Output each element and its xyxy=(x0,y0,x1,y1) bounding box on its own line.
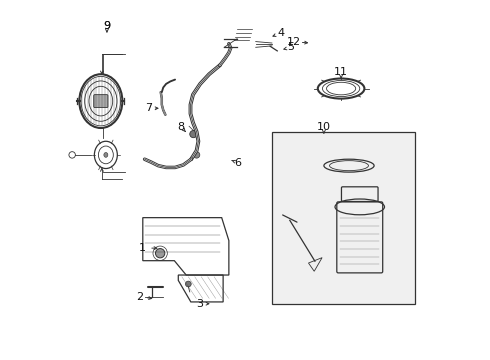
Circle shape xyxy=(190,131,197,138)
Text: 8: 8 xyxy=(177,122,185,132)
Text: 7: 7 xyxy=(145,103,152,113)
Text: 6: 6 xyxy=(234,158,242,168)
Text: 9: 9 xyxy=(103,21,111,31)
FancyBboxPatch shape xyxy=(94,95,108,108)
Bar xyxy=(272,132,416,304)
Text: 4: 4 xyxy=(277,28,284,38)
Text: 1: 1 xyxy=(139,243,147,253)
Circle shape xyxy=(155,248,165,258)
Text: 5: 5 xyxy=(288,42,294,52)
Ellipse shape xyxy=(104,153,108,157)
Text: 11: 11 xyxy=(334,67,348,77)
Text: 9: 9 xyxy=(103,21,111,31)
Text: 12: 12 xyxy=(286,37,300,47)
Circle shape xyxy=(186,281,191,287)
Circle shape xyxy=(194,152,200,158)
Text: 3: 3 xyxy=(196,299,204,309)
Text: 10: 10 xyxy=(317,122,331,132)
Text: 2: 2 xyxy=(136,292,143,302)
